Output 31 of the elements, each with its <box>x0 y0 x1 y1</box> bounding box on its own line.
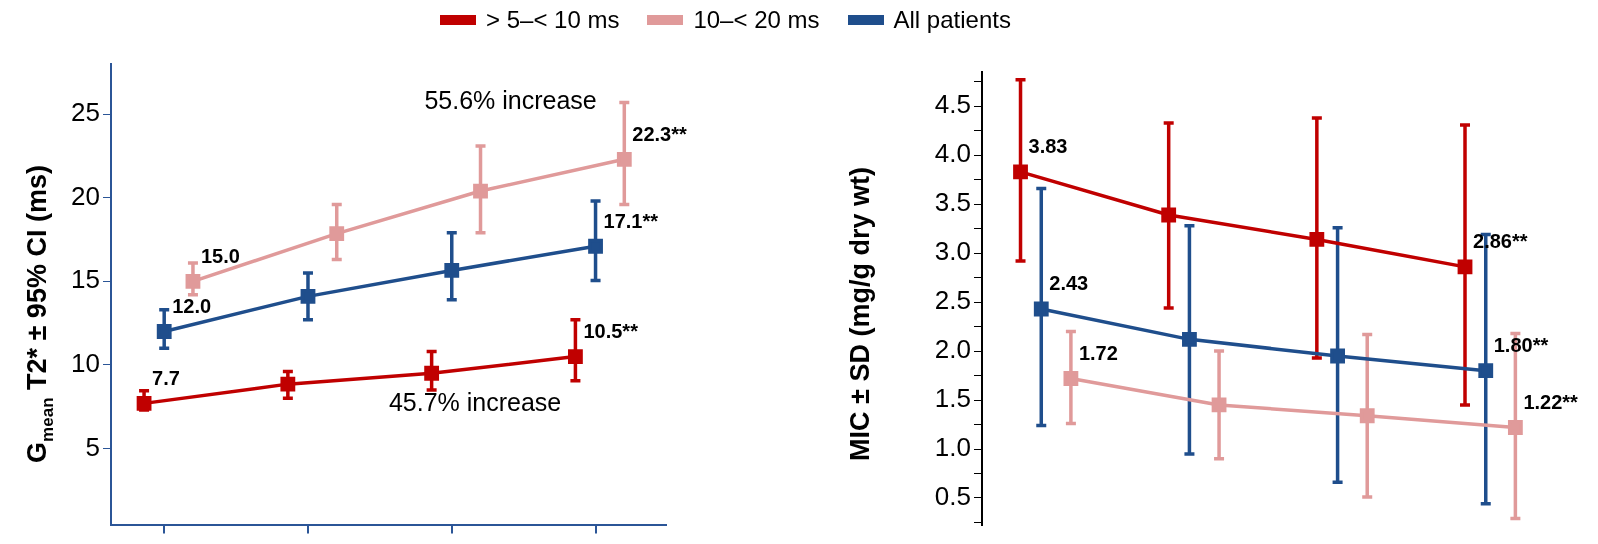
y-tick-label: 2.5 <box>934 285 971 316</box>
y-tick-label: 2.0 <box>934 334 971 365</box>
data-label: 1.72 <box>1078 342 1118 365</box>
y-tick-label: 15 <box>71 264 100 295</box>
y-tick-label: 3.0 <box>934 236 971 267</box>
data-label: 12.0 <box>172 294 212 317</box>
y-tick-label: 5 <box>85 431 100 462</box>
y-tick-label: 0.5 <box>934 481 971 512</box>
y-tick-label: 3.5 <box>934 187 971 218</box>
data-label: 3.83 <box>1028 135 1068 158</box>
y-tick-label: 20 <box>71 180 100 211</box>
annotation: 45.7% increase <box>388 387 562 416</box>
data-label: 22.3** <box>632 122 688 145</box>
y-tick-label: 1.5 <box>934 383 971 414</box>
y-axis-title: MIC ± SD (mg/g dry wt) <box>844 167 876 461</box>
annotation: 55.6% increase <box>424 86 597 115</box>
data-label: 10.5** <box>583 320 639 343</box>
legend-label: > 5–< 10 ms <box>486 6 620 34</box>
data-label: 1.22** <box>1523 390 1579 413</box>
data-label: 17.1** <box>603 209 659 232</box>
y-tick-label: 1.0 <box>934 432 971 463</box>
data-label: 7.7 <box>152 366 180 389</box>
y-tick-label: 25 <box>71 97 100 128</box>
data-label: 2.43 <box>1049 272 1089 295</box>
data-label: 1.80** <box>1493 334 1549 357</box>
data-label: 15.0 <box>200 244 240 267</box>
legend-label: 10–< 20 ms <box>693 6 820 34</box>
y-tick-label: 4.0 <box>934 138 971 169</box>
legend-label: All patients <box>893 6 1011 34</box>
y-tick-label: 10 <box>71 348 100 379</box>
y-tick-label: 4.5 <box>934 89 971 120</box>
